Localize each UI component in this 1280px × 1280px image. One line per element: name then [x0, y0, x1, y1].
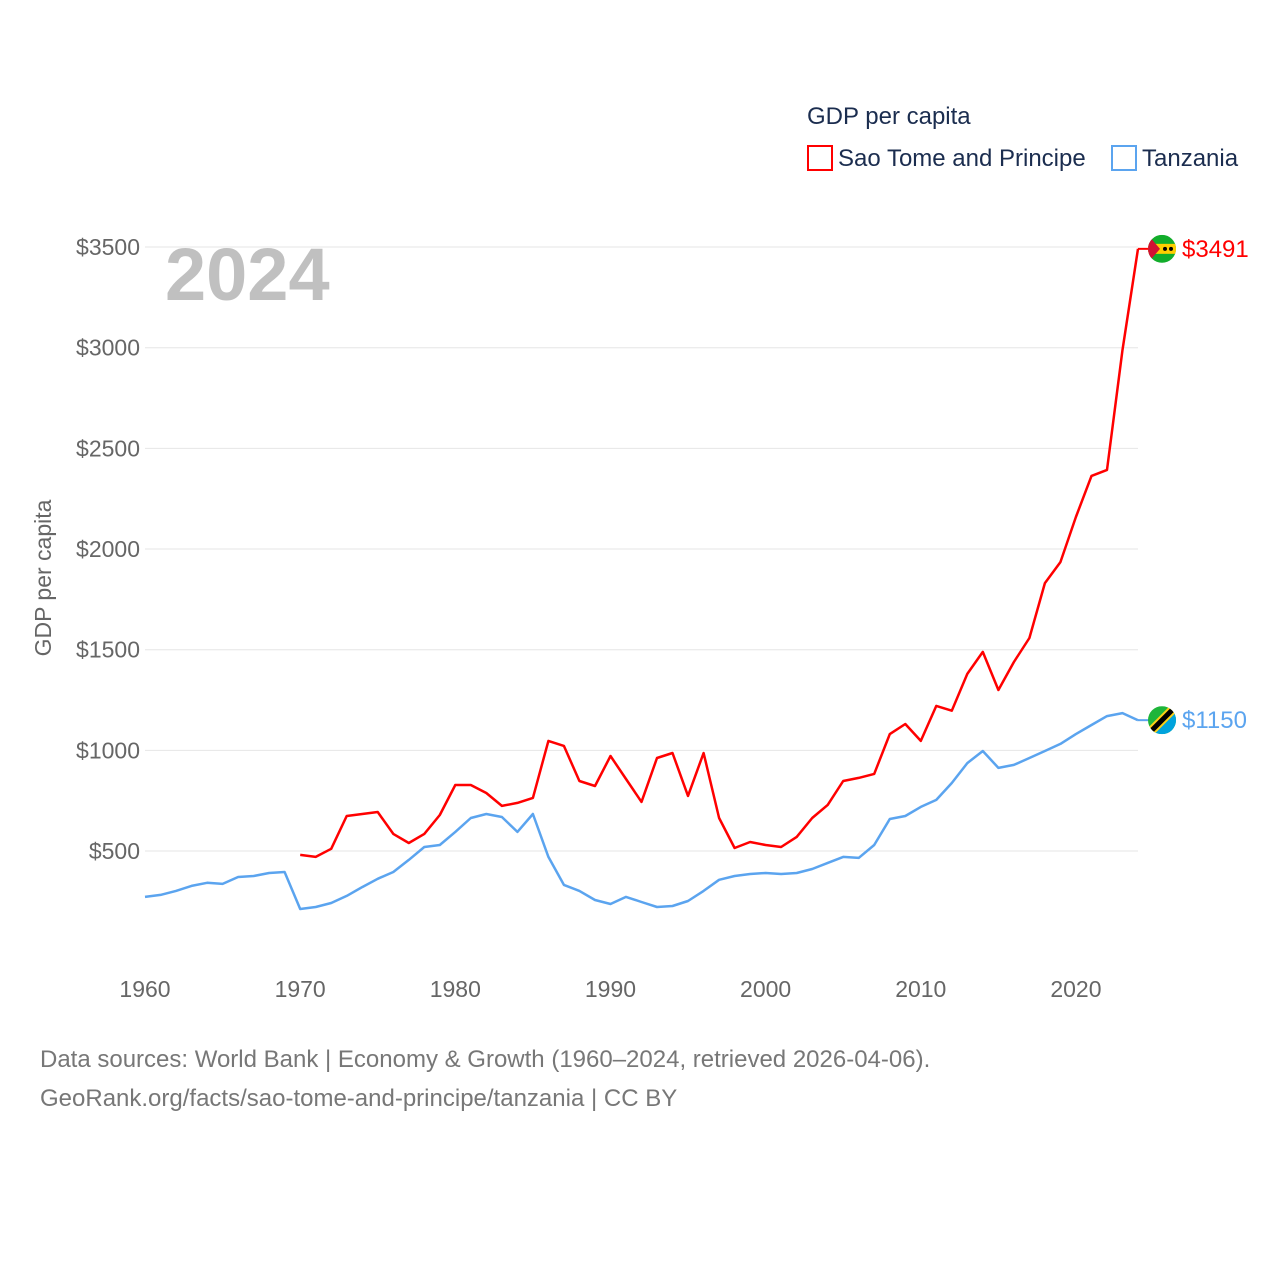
year-watermark: 2024 — [165, 233, 330, 316]
gridlines — [145, 246, 1138, 852]
x-axis-ticks: 1960 1970 1980 1990 2000 2010 2020 — [119, 976, 1101, 1002]
legend-label: Sao Tome and Principe — [838, 145, 1086, 172]
legend-swatch — [1111, 145, 1137, 171]
end-value-label: $1150 — [1182, 707, 1247, 734]
y-tick-label: $500 — [89, 838, 140, 864]
y-tick-label: $1000 — [76, 737, 140, 763]
source-line: Data sources: World Bank | Economy & Gro… — [40, 1046, 931, 1073]
legend-item-sao-tome[interactable]: Sao Tome and Principe — [807, 145, 1086, 172]
flag-body — [1148, 234, 1176, 263]
flag-body — [1148, 706, 1176, 735]
tanzania-flag-icon — [1148, 706, 1176, 735]
flag-black-band — [1148, 706, 1176, 735]
flag-yellow — [1148, 243, 1176, 254]
x-tick-label: 1960 — [119, 976, 170, 1002]
flag-star — [1163, 246, 1167, 251]
series-line-sao-tome — [300, 248, 1140, 859]
end-value-label: $3491 — [1182, 236, 1249, 263]
x-tick-label: 1990 — [585, 976, 636, 1002]
url-line: GeoRank.org/facts/sao-tome-and-principe/… — [40, 1085, 678, 1112]
x-tick-label: 1980 — [430, 976, 481, 1002]
legend-title: GDP per capita — [807, 103, 971, 130]
y-tick-label: $3000 — [76, 335, 140, 361]
flag-red-triangle — [1148, 234, 1160, 263]
series-line-tanzania — [144, 711, 1139, 911]
x-tick-label: 2020 — [1050, 976, 1101, 1002]
y-tick-label: $2000 — [76, 536, 140, 562]
end-labels: $3491 $1150 — [1138, 234, 1249, 735]
legend-swatch — [807, 145, 833, 171]
x-tick-label: 1970 — [275, 976, 326, 1002]
y-tick-label: $3500 — [76, 234, 140, 260]
y-axis-label: GDP per capita — [30, 499, 56, 656]
sao-tome-and-principe-flag-icon — [1148, 234, 1176, 263]
flag-star — [1169, 246, 1173, 251]
legend-label: Tanzania — [1142, 145, 1239, 172]
y-tick-label: $2500 — [76, 435, 140, 461]
x-tick-label: 2010 — [895, 976, 946, 1002]
x-tick-label: 2000 — [740, 976, 791, 1002]
y-axis-ticks: $500 $1000 $1500 $2000 $2500 $3000 $3500 — [76, 234, 140, 864]
legend-item-tanzania[interactable]: Tanzania — [1111, 145, 1239, 172]
series-lines — [144, 248, 1140, 911]
y-tick-label: $1500 — [76, 637, 140, 663]
